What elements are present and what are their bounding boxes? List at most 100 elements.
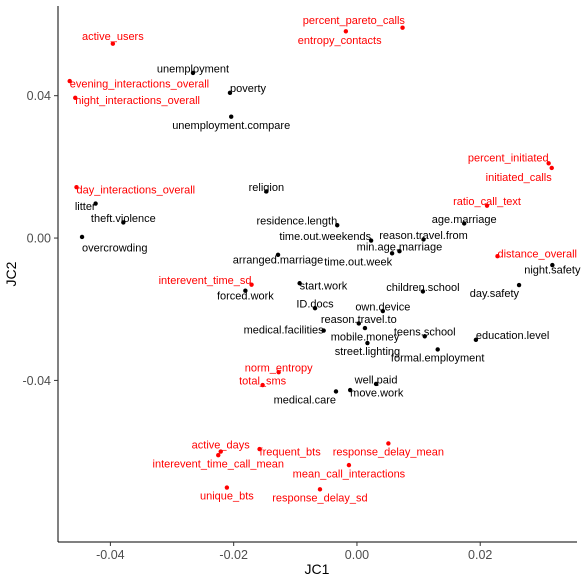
point-religion <box>264 189 269 194</box>
x-tick-label: -0.04 <box>96 548 125 562</box>
label-initiated-calls: initiated_calls <box>486 172 553 184</box>
label-interevent-time-sd: interevent_time_sd <box>159 275 252 287</box>
y-axis-title: JC2 <box>3 261 19 286</box>
label-overcrowding: overcrowding <box>82 243 147 255</box>
label-religion: religion <box>249 182 284 194</box>
point-litter <box>93 201 98 206</box>
point-children-school <box>420 289 426 294</box>
point-formal-employment <box>435 347 440 352</box>
label-well-paid: well.paid <box>354 374 398 386</box>
label-unemployment-compare: unemployment.compare <box>172 120 290 132</box>
label-active-days: active_days <box>192 439 251 451</box>
label-day-safety: day.safety <box>470 288 520 300</box>
label-frequent-bts: frequent_bts <box>260 447 322 459</box>
point-unemployment-compare <box>229 114 234 119</box>
point-labels-layer: percent_pareto_callsentropy_contactsacti… <box>70 15 581 504</box>
point-theft-violence <box>121 220 126 225</box>
label-reason-travel-from: reason.travel.from <box>379 230 468 242</box>
label-min-age-marriage: min.age.marriage <box>357 242 443 254</box>
point-own-device <box>380 308 386 314</box>
point-interevent-time-sd <box>249 282 254 287</box>
label-day-interactions-overall: day_interactions_overall <box>76 184 195 196</box>
point-street-lighting <box>365 340 370 346</box>
label-start-work: start.work <box>300 281 348 293</box>
label-reason-travel-to: reason.travel.to <box>321 314 397 326</box>
label-education-level: education.level <box>476 330 549 342</box>
label-time-out-weekends: time.out.weekends <box>279 231 371 243</box>
point-reason-travel-to <box>356 321 361 326</box>
point-response-delay-sd <box>317 487 323 492</box>
y-tick-label: 0.04 <box>27 89 51 103</box>
ticks-layer: -0.04 -0.02 0.00 0.02 -0.04 0.00 0.04 <box>23 89 493 562</box>
label-mobile-money: mobile.money <box>331 331 400 343</box>
point-start-work <box>297 281 302 286</box>
label-medical-care: medical.care <box>274 395 336 407</box>
point-forced-work <box>243 288 248 293</box>
label-litter: litter <box>75 201 96 213</box>
point-ratio-call-text <box>484 203 490 208</box>
label-own-device: own.device <box>355 301 410 313</box>
point-night-safety <box>550 262 555 268</box>
label-medical-facilities: medical.facilities <box>244 325 325 337</box>
x-axis-title: JC1 <box>305 561 330 577</box>
point-unique-bts <box>224 485 230 490</box>
label-entropy-contacts: entropy_contacts <box>298 35 382 47</box>
label-theft-violence: theft.violence <box>91 213 156 225</box>
label-arranged-marriage: arranged.marriage <box>233 254 324 266</box>
label-forced-work: forced.work <box>217 290 274 302</box>
label-percent-initiated: percent_initiated <box>468 153 549 165</box>
point-arranged-marriage <box>275 252 281 257</box>
point-entropy-contacts <box>343 29 349 34</box>
point-distance-overall <box>495 254 500 259</box>
label-poverty: poverty <box>230 83 267 95</box>
label-norm-entropy: norm_entropy <box>245 363 313 375</box>
y-tick-label: 0.00 <box>27 232 51 246</box>
label-ratio-call-text: ratio_call_text <box>453 196 521 208</box>
label-id-docs: ID.docs <box>296 299 334 311</box>
label-children-school: children.school <box>386 282 459 294</box>
label-active-users: active_users <box>82 31 144 43</box>
label-total-sms: total_sms <box>239 375 287 387</box>
point-education-level <box>473 337 479 343</box>
x-tick-label: 0.02 <box>468 548 492 562</box>
point-time-out-week <box>389 251 395 256</box>
point-day-safety <box>516 282 522 288</box>
label-distance-overall: distance_overall <box>497 249 576 261</box>
point-medical-facilities <box>321 328 326 333</box>
point-active-days <box>218 449 223 454</box>
point-overcrowding <box>79 234 85 240</box>
label-teens-school: teens.school <box>394 327 456 339</box>
label-mean-call-interactions: mean_call_interactions <box>293 468 406 480</box>
point-min-age-marriage <box>397 249 402 254</box>
point-move-work <box>347 387 353 393</box>
point-interevent-time-call-mean <box>216 452 221 458</box>
label-night-safety: night.safety <box>524 265 581 277</box>
label-time-out-week: time.out.week <box>324 257 392 269</box>
x-tick-label: -0.02 <box>219 548 248 562</box>
label-move-work: move.work <box>350 388 404 400</box>
label-response-delay-sd: response_delay_sd <box>272 493 367 505</box>
point-residence-length <box>335 223 340 228</box>
point-time-out-weekends <box>368 238 374 243</box>
point-id-docs <box>312 305 318 311</box>
x-tick-label: 0.00 <box>345 548 369 562</box>
point-total-sms <box>260 382 265 388</box>
point-day-interactions-overall <box>74 184 79 190</box>
point-night-interactions-overall <box>73 95 78 101</box>
point-mobile-money <box>362 325 368 331</box>
label-residence-length: residence.length <box>256 216 337 228</box>
point-evening-interactions-overall <box>67 78 72 84</box>
label-percent-pareto-calls: percent_pareto_calls <box>303 15 406 27</box>
label-unemployment: unemployment <box>157 63 229 75</box>
label-unique-bts: unique_bts <box>200 491 254 503</box>
point-medical-care <box>333 389 339 394</box>
point-percent-pareto-calls <box>400 25 405 30</box>
point-initiated-calls <box>549 165 554 171</box>
label-response-delay-mean: response_delay_mean <box>333 447 444 459</box>
points-layer <box>67 25 555 492</box>
label-street-lighting: street.lighting <box>335 346 400 358</box>
point-age-marriage <box>462 221 467 226</box>
point-percent-initiated <box>546 161 551 166</box>
point-poverty <box>227 90 233 96</box>
